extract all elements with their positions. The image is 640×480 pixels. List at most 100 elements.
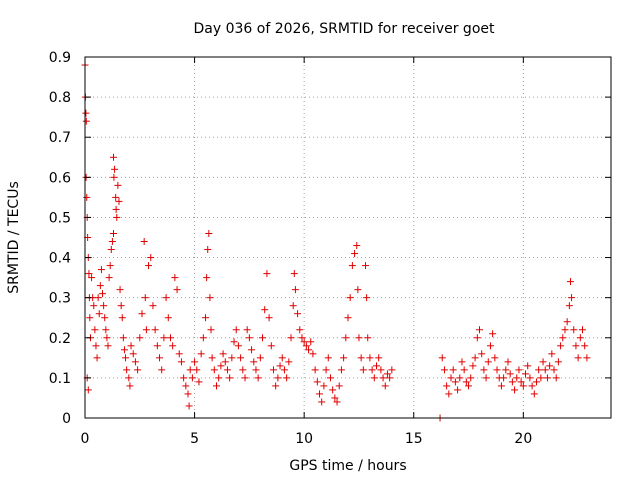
- data-point: [207, 326, 215, 334]
- data-point: [99, 290, 107, 298]
- data-point: [126, 382, 134, 390]
- data-point: [204, 246, 212, 254]
- data-point: [447, 374, 455, 382]
- data-point: [572, 342, 580, 350]
- data-point: [85, 270, 93, 278]
- data-point: [131, 358, 139, 366]
- y-tick-label: 0.4: [49, 251, 71, 267]
- data-point: [219, 350, 227, 358]
- data-point: [298, 334, 306, 342]
- data-point: [213, 382, 220, 390]
- data-point: [438, 354, 446, 362]
- data-point: [359, 366, 367, 374]
- data-point: [557, 342, 565, 350]
- data-point: [162, 294, 170, 302]
- data-point: [318, 398, 326, 406]
- data-point: [228, 354, 236, 362]
- data-point: [504, 358, 512, 366]
- data-point: [147, 254, 155, 262]
- data-point: [346, 294, 354, 302]
- data-point: [305, 346, 313, 354]
- data-point: [141, 294, 149, 302]
- data-point: [517, 378, 525, 386]
- data-point: [506, 370, 514, 378]
- data-point: [296, 326, 304, 334]
- data-point: [261, 306, 269, 314]
- data-point: [91, 326, 99, 334]
- data-point: [180, 374, 188, 382]
- data-point: [337, 366, 345, 374]
- data-point: [93, 354, 101, 362]
- data-point: [528, 382, 536, 390]
- grid: [85, 57, 611, 418]
- data-point: [465, 382, 473, 390]
- data-point: [513, 374, 521, 382]
- data-point: [486, 342, 494, 350]
- data-point: [125, 374, 133, 382]
- data-point: [368, 366, 376, 374]
- data-point: [263, 270, 271, 278]
- data-point: [289, 302, 297, 310]
- data-point: [313, 378, 321, 386]
- data-point: [243, 326, 251, 334]
- data-point: [561, 326, 569, 334]
- data-point: [364, 334, 372, 342]
- data-point: [489, 330, 497, 338]
- data-point: [97, 266, 105, 274]
- data-point: [104, 342, 112, 350]
- data-point: [127, 342, 135, 350]
- data-point: [563, 318, 571, 326]
- data-point: [333, 398, 341, 406]
- data-point: [285, 358, 293, 366]
- data-point: [232, 326, 240, 334]
- data-point: [381, 382, 389, 390]
- data-point: [309, 350, 317, 358]
- data-point: [546, 362, 554, 370]
- data-point: [120, 346, 128, 354]
- data-point: [256, 354, 264, 362]
- data-point: [324, 354, 332, 362]
- data-point: [210, 366, 218, 374]
- data-point: [149, 302, 157, 310]
- data-point: [122, 354, 130, 362]
- y-tick-label: 0.8: [49, 90, 71, 106]
- data-point: [379, 374, 387, 382]
- data-point: [351, 250, 359, 258]
- data-point: [307, 338, 315, 346]
- data-point: [153, 342, 161, 350]
- data-point: [535, 366, 543, 374]
- data-point: [537, 374, 545, 382]
- data-points: [81, 61, 591, 422]
- data-point: [383, 370, 391, 378]
- data-point: [158, 366, 166, 374]
- data-point: [467, 374, 475, 382]
- data-point: [566, 278, 574, 286]
- x-tick-label: 5: [190, 431, 199, 447]
- data-point: [570, 326, 578, 334]
- data-point: [386, 374, 394, 382]
- data-point: [565, 302, 573, 310]
- x-tick-labels: 0 5 10 15 20: [81, 431, 533, 447]
- y-tick-label: 0.2: [49, 331, 71, 347]
- data-point: [482, 374, 490, 382]
- data-point: [206, 294, 214, 302]
- x-axis-title: GPS time / hours: [289, 458, 406, 474]
- data-point: [140, 238, 148, 246]
- y-axis-title: SRMTID / TECUs: [6, 181, 22, 294]
- data-point: [532, 378, 540, 386]
- data-point: [191, 358, 199, 366]
- data-point: [184, 390, 192, 398]
- data-point: [197, 350, 205, 358]
- data-point: [259, 334, 267, 342]
- data-point: [100, 302, 108, 310]
- data-point: [559, 334, 567, 342]
- data-point: [265, 314, 273, 322]
- data-point: [109, 153, 117, 161]
- data-point: [508, 378, 516, 386]
- data-point: [166, 334, 174, 342]
- data-point: [118, 314, 126, 322]
- data-point: [186, 366, 194, 374]
- data-point: [252, 366, 260, 374]
- data-point: [443, 382, 451, 390]
- chart-title: Day 036 of 2026, SRMTID for receiver goe…: [194, 21, 495, 37]
